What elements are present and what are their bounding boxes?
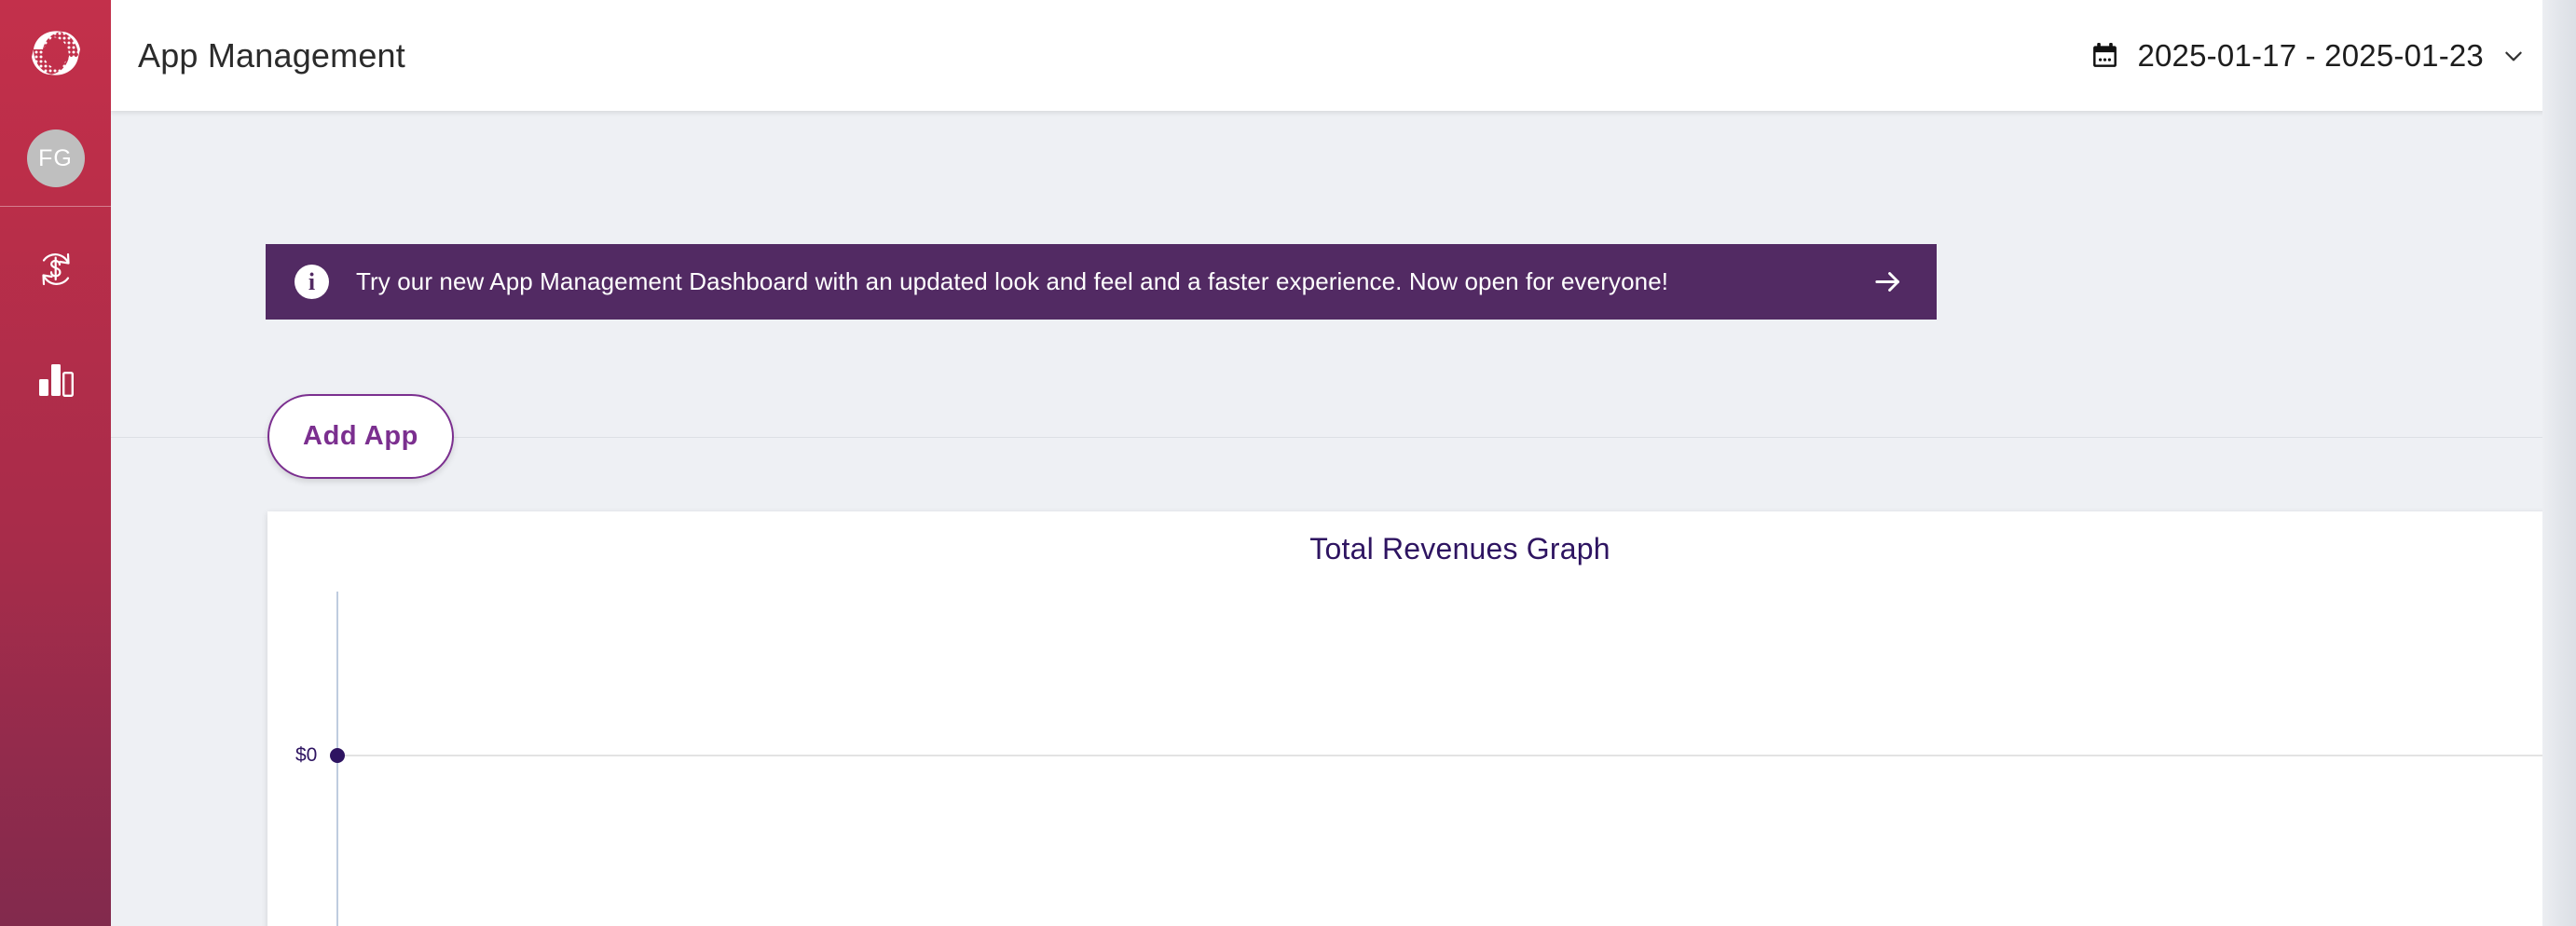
brand-logo-icon bbox=[30, 27, 82, 84]
chevron-down-icon[interactable] bbox=[2501, 44, 2526, 68]
chart-gridline-zero bbox=[336, 755, 2572, 756]
sidebar: FG bbox=[0, 0, 111, 926]
date-range-value: 2025-01-17 - 2025-01-23 bbox=[2137, 37, 2484, 73]
avatar-initials: FG bbox=[26, 129, 85, 187]
page-title: App Management bbox=[138, 35, 405, 75]
dollar-refresh-icon bbox=[35, 249, 76, 290]
promo-banner-text: Try our new App Management Dashboard wit… bbox=[356, 267, 1669, 295]
sidebar-nav bbox=[0, 207, 111, 434]
chart-plot-area: $0 17. Jan bbox=[267, 582, 2576, 926]
user-avatar[interactable]: FG bbox=[0, 111, 111, 206]
main-column: App Management 2025-01-17 - 2025-01-23 bbox=[111, 0, 2576, 926]
info-icon: i bbox=[295, 265, 329, 299]
sidebar-divider bbox=[0, 206, 111, 207]
bar-chart-icon bbox=[36, 360, 75, 399]
content-area: i Try our new App Management Dashboard w… bbox=[111, 111, 2576, 926]
total-revenues-card: Total Revenues Graph $0 17. Jan bbox=[267, 511, 2576, 926]
sidebar-item-reports[interactable] bbox=[0, 324, 111, 434]
add-app-button[interactable]: Add App bbox=[267, 394, 454, 479]
top-bar: App Management 2025-01-17 - 2025-01-23 bbox=[111, 0, 2576, 111]
sidebar-item-revenue[interactable] bbox=[0, 214, 111, 324]
page-scrollbar-thumb[interactable] bbox=[2546, 0, 2572, 484]
toolbar-divider bbox=[111, 437, 2576, 438]
y-axis-tick-label: $0 bbox=[295, 744, 318, 766]
chart-title: Total Revenues Graph bbox=[1309, 532, 1610, 565]
promo-banner[interactable]: i Try our new App Management Dashboard w… bbox=[266, 244, 1937, 320]
chart-data-point[interactable] bbox=[330, 748, 345, 763]
brand-logo[interactable] bbox=[0, 0, 111, 111]
calendar-icon bbox=[2090, 41, 2119, 70]
date-range-picker[interactable]: 2025-01-17 - 2025-01-23 bbox=[2090, 38, 2535, 74]
page-scrollbar[interactable] bbox=[2542, 0, 2576, 926]
arrow-right-icon[interactable] bbox=[1872, 266, 1903, 297]
